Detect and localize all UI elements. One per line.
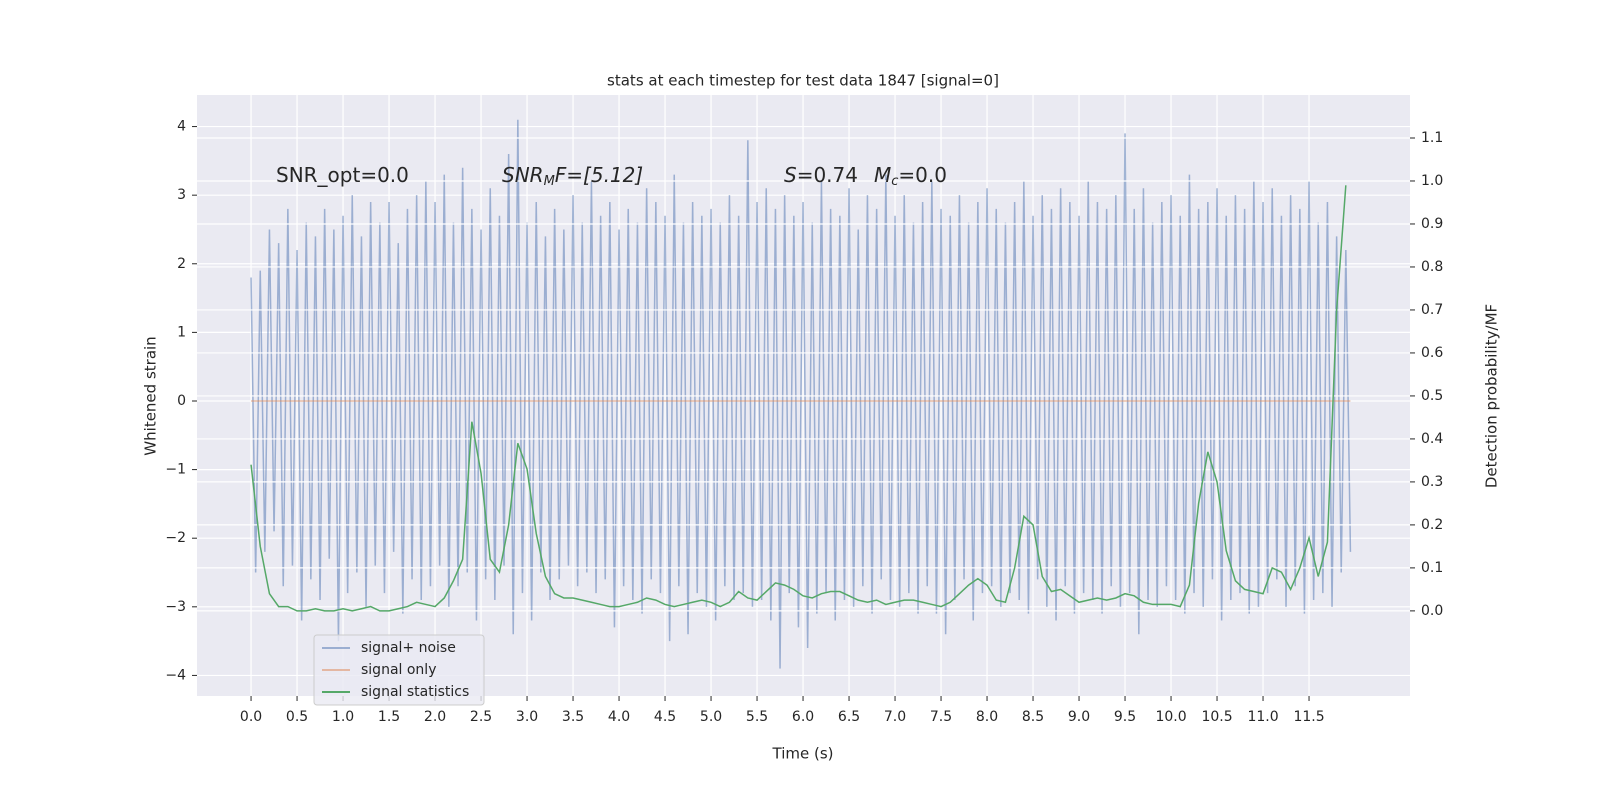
y2-tick-label: 0.5 — [1421, 388, 1443, 404]
annotation-text: S — [784, 163, 797, 187]
legend: signal+ noise signal only signal statistic… — [313, 634, 485, 706]
x-tick-label: 4.0 — [608, 709, 630, 725]
legend-box — [313, 634, 485, 706]
y2-tick-label: 0.2 — [1421, 517, 1443, 533]
x-tick-label: 9.5 — [1114, 709, 1136, 725]
y-tick-label: 1 — [177, 324, 186, 340]
annotation-text: M — [874, 163, 891, 187]
y2-axis-label: Detection probability/MF — [1483, 304, 1501, 488]
x-axis-label: Time (s) — [772, 745, 834, 763]
x-tick-label: 2.5 — [470, 709, 492, 725]
y-axis-label: Whitened strain — [142, 336, 160, 455]
x-tick-label: 7.0 — [884, 709, 906, 725]
y2-tick-label: 0.8 — [1421, 259, 1443, 275]
annotation-text: c — [891, 174, 898, 189]
annotation: S=0.74 Mc=0.0 — [784, 163, 947, 189]
x-tick-label: 8.5 — [1022, 709, 1044, 725]
y-tick-label: −2 — [165, 530, 186, 546]
x-tick-label: 0.5 — [286, 709, 308, 725]
annotation-text: SNR — [502, 163, 544, 187]
x-tick-label: 2.0 — [424, 709, 446, 725]
series-line — [250, 185, 1347, 612]
x-tick-label: 3.5 — [562, 709, 584, 725]
y2-tick-label: 0.1 — [1421, 560, 1443, 576]
annotation-text: M — [544, 174, 555, 189]
y-tick-label: −1 — [165, 462, 186, 478]
y2-tick-label: 0.3 — [1421, 474, 1443, 490]
x-tick-label: 6.5 — [838, 709, 860, 725]
x-tick-label: 0.0 — [240, 709, 262, 725]
series-line — [250, 119, 1352, 669]
x-tick-label: 4.5 — [654, 709, 676, 725]
y2-tick-label: 1.1 — [1421, 130, 1443, 146]
annotation: SNR_opt=0.0 — [276, 163, 409, 187]
y2-tick-label: 0.0 — [1421, 603, 1443, 619]
annotation-text: =0.0 — [898, 163, 947, 187]
annotation-text: SNR_opt=0.0 — [276, 163, 409, 187]
y-tick-label: 2 — [177, 256, 186, 272]
x-tick-label: 9.0 — [1068, 709, 1090, 725]
y-tick-label: 4 — [177, 119, 186, 135]
y-tick-label: −3 — [165, 599, 186, 615]
x-tick-label: 11.0 — [1247, 709, 1278, 725]
x-tick-label: 5.5 — [746, 709, 768, 725]
legend-label: signal+ noise — [361, 640, 456, 656]
x-tick-label: 8.0 — [976, 709, 998, 725]
y2-tick-label: 0.4 — [1421, 431, 1443, 447]
x-tick-label: 1.0 — [332, 709, 354, 725]
y-tick-label: 3 — [177, 187, 186, 203]
y2-tick-label: 0.9 — [1421, 216, 1443, 232]
annotation: SNRMF=[5.12] — [502, 163, 643, 189]
x-tick-label: 5.0 — [700, 709, 722, 725]
y2-tick-label: 0.7 — [1421, 302, 1443, 318]
legend-label: signal statistics — [361, 684, 469, 700]
x-tick-label: 1.5 — [378, 709, 400, 725]
x-tick-label: 11.5 — [1293, 709, 1324, 725]
x-tick-label: 6.0 — [792, 709, 814, 725]
x-tick-label: 10.5 — [1201, 709, 1232, 725]
legend-label: signal only — [361, 662, 436, 678]
x-tick-label: 7.5 — [930, 709, 952, 725]
annotation-text: F=[5.12] — [555, 163, 643, 187]
y-tick-label: 0 — [177, 393, 186, 409]
x-tick-label: 3.0 — [516, 709, 538, 725]
y-tick-label: −4 — [165, 667, 186, 683]
x-tick-label: 10.0 — [1155, 709, 1186, 725]
y2-tick-label: 0.6 — [1421, 345, 1443, 361]
y2-tick-label: 1.0 — [1421, 173, 1443, 189]
annotation-text: =0.74 — [797, 163, 858, 187]
chart-title: stats at each timestep for test data 184… — [607, 72, 999, 90]
